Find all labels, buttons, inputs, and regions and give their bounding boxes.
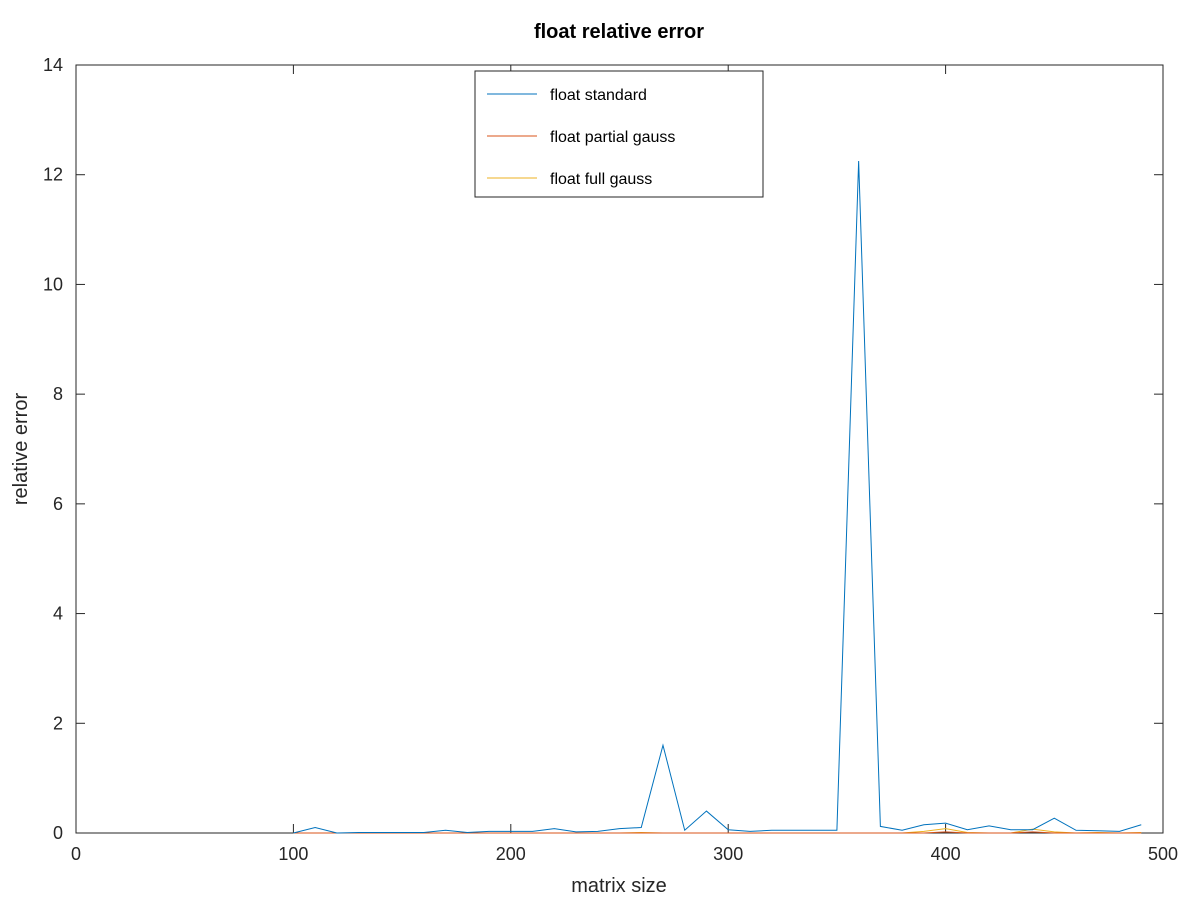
y-tick-label: 0 (53, 823, 63, 843)
chart-title: float relative error (534, 21, 704, 43)
x-tick-label: 300 (713, 844, 743, 864)
x-axis-label: matrix size (571, 875, 667, 897)
legend-label-0: float standard (550, 87, 647, 104)
y-tick-label: 4 (53, 604, 63, 624)
legend-label-1: float partial gauss (550, 129, 675, 146)
series-lines (293, 160, 1142, 834)
ticks: 0 100 200 300 400 500 0 2 4 6 8 10 12 14 (43, 55, 1178, 864)
y-tick-label: 10 (43, 274, 63, 294)
x-tick-label: 400 (931, 844, 961, 864)
x-tick-label: 0 (71, 844, 81, 864)
y-tick-label: 14 (43, 55, 63, 75)
y-tick-label: 8 (53, 384, 63, 404)
y-tick-label: 12 (43, 165, 63, 185)
series-line-1 (293, 831, 1142, 834)
x-tick-label: 500 (1148, 844, 1178, 864)
y-tick-label: 2 (53, 713, 63, 733)
y-tick-label: 6 (53, 494, 63, 514)
series-line-0 (293, 160, 1142, 834)
legend-label-2: float full gauss (550, 171, 652, 188)
y-axis-label: relative error (10, 393, 32, 506)
x-tick-label: 200 (496, 844, 526, 864)
legend-box (474, 70, 764, 198)
x-tick-label: 100 (278, 844, 308, 864)
legend: float standard float partial gauss float f… (474, 70, 764, 198)
